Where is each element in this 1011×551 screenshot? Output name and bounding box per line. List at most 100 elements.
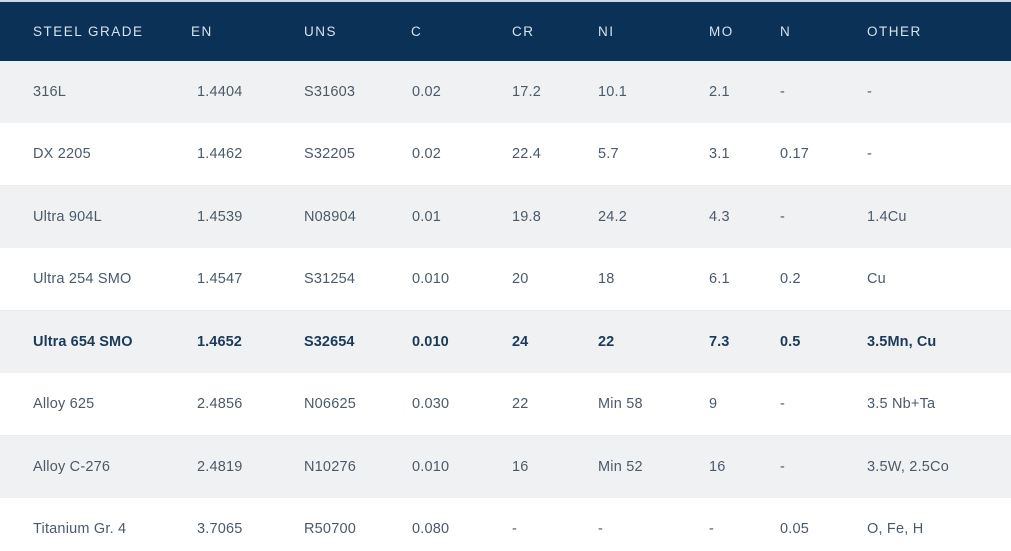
table-cell-en: 1.4547 [169,248,282,311]
table-cell-uns: S31254 [282,248,397,311]
cell-value: Alloy C-276 [33,459,111,475]
cell-value: 2.4819 [197,459,243,475]
table-row: Ultra 904L 1.4539 N08904 0.01 19.8 24.2 4.3 - 1.… [0,185,1011,249]
cell-value: Ultra 254 SMO [33,271,132,287]
cell-value: S32654 [304,334,355,350]
column-header-other: OTHER [860,2,1011,61]
cell-value: 1.4652 [197,334,242,350]
cell-value: 0.010 [412,334,449,350]
cell-value: 3.1 [709,146,730,162]
cell-value: Ultra 654 SMO [33,334,133,350]
cell-value: 3.5 Nb+Ta [867,396,936,412]
table-cell-grade: DX 2205 [0,123,169,186]
cell-value: 1.4404 [197,84,243,100]
cell-value: 0.080 [412,521,450,537]
column-header-uns: UNS [282,2,397,61]
cell-value: 3.5W, 2.5Co [867,459,949,475]
table-cell-grade: Alloy C-276 [0,436,169,499]
table-cell-mo: 9 [691,373,772,436]
table-row: Alloy C-276 2.4819 N10276 0.010 16 Min 52 16 - 3… [0,435,1011,499]
column-header-label: UNS [304,24,338,39]
cell-value: Cu [867,271,886,287]
column-header-label: NI [598,24,615,39]
cell-value: Ultra 904L [33,209,102,225]
table-row: Alloy 625 2.4856 N06625 0.030 22 Min 58 9 - 3.5 … [0,373,1011,436]
table-cell-en: 1.4539 [169,186,282,249]
table-cell-c: 0.080 [397,498,497,551]
cell-value: - [512,521,518,537]
table-row: Ultra 654 SMO 1.4652 S32654 0.010 24 22 7.3 0.5… [0,310,1011,374]
table-cell-c: 0.010 [397,248,497,311]
cell-value: 0.05 [780,521,810,537]
column-header-label: CR [512,24,535,39]
table-row: Ultra 254 SMO 1.4547 S31254 0.010 20 18 6.1 0.2… [0,248,1011,311]
table-cell-uns: S32205 [282,123,397,186]
cell-value: 0.5 [780,334,801,350]
table-body: 316L 1.4404 S31603 0.02 17.2 10.1 2.1- - DX 2205… [0,61,1011,551]
table-cell-en: 1.4404 [169,61,282,123]
table-cell-n: 0.05 [772,498,860,551]
cell-value: 22 [598,334,615,350]
table-cell-en: 1.4652 [169,311,282,374]
table-cell-mo: 7.3 [691,311,772,374]
table-cell-n: - [772,436,860,499]
table-cell-mo: 3.1 [691,123,772,186]
table-row: Titanium Gr. 4 3.7065 R50700 0.080 - - - 0.05 O,… [0,498,1011,551]
table-cell-n: - [772,373,860,436]
table-cell-grade: Ultra 904L [0,186,169,249]
cell-value: 10.1 [598,84,628,100]
cell-value: S31603 [304,84,356,100]
cell-value: - [780,84,786,100]
column-header-steel-grade: STEEL GRADE [0,2,169,61]
cell-value: Min 52 [598,459,643,475]
table-cell-other: Cu [860,248,1011,311]
cell-value: - [780,459,786,475]
column-header-label: C [411,24,423,39]
table-cell-mo: 16 [691,436,772,499]
table-cell-grade: Titanium Gr. 4 [0,498,169,551]
cell-value: - [598,521,604,537]
cell-value: 20 [512,271,529,287]
table-cell-en: 2.4856 [169,373,282,436]
cell-value: 5.7 [598,146,619,162]
cell-value: Alloy 625 [33,396,95,412]
table-cell-cr: 22.4 [497,123,585,186]
cell-value: 0.010 [412,271,450,287]
table-cell-ni: 10.1 [585,61,691,123]
column-header-label: STEEL GRADE [33,24,144,39]
table-cell-mo: 2.1 [691,61,772,123]
table-cell-mo: 4.3 [691,186,772,249]
table-cell-cr: 16 [497,436,585,499]
table-cell-other: O, Fe, H [860,498,1011,551]
cell-value: - [867,146,873,162]
table-cell-n: - [772,186,860,249]
table-cell-other: - [860,61,1011,123]
cell-value: - [867,84,873,100]
cell-value: R50700 [304,521,356,537]
column-header-label: EN [191,24,213,39]
column-header-label: OTHER [867,24,922,39]
table-cell-cr: 19.8 [497,186,585,249]
table-row: DX 2205 1.4462 S32205 0.02 22.4 5.7 3.1 0.17 - [0,123,1011,186]
table-cell-uns: S31603 [282,61,397,123]
cell-value: 0.030 [412,396,450,412]
table-header-row: STEEL GRADE EN UNS C CR NI MO [0,2,1011,61]
cell-value: 7.3 [709,334,730,350]
cell-value: 4.3 [709,209,730,225]
cell-value: - [709,521,715,537]
table-cell-other: 3.5 Nb+Ta [860,373,1011,436]
cell-value: 22.4 [512,146,542,162]
table-cell-c: 0.010 [397,436,497,499]
table-cell-cr: 22 [497,373,585,436]
table-cell-c: 0.01 [397,186,497,249]
cell-value: - [780,209,786,225]
cell-value: 316L [33,84,67,100]
cell-value: 24.2 [598,209,628,225]
cell-value: 3.7065 [197,521,243,537]
table-cell-uns: N06625 [282,373,397,436]
column-header-cr: CR [497,2,585,61]
table-cell-grade: Ultra 254 SMO [0,248,169,311]
table-cell-cr: 24 [497,311,585,374]
table-cell-grade: 316L [0,61,169,123]
